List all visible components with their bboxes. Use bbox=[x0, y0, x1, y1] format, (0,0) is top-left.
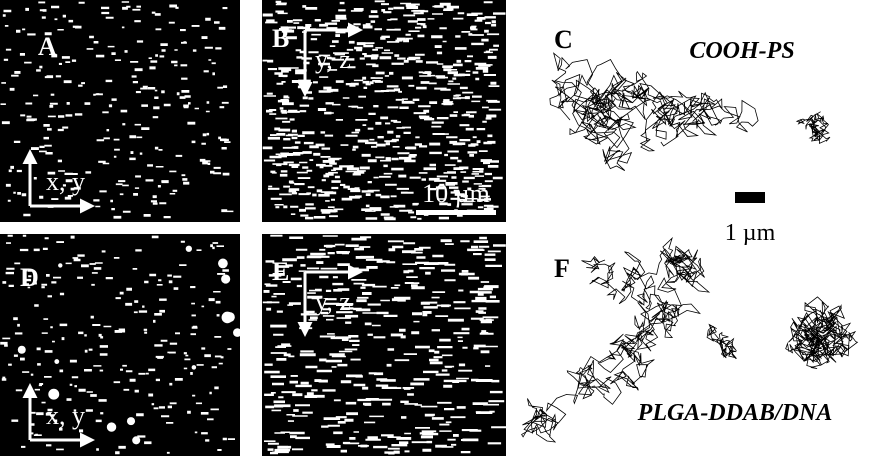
panel-label: B bbox=[272, 24, 289, 53]
trajectory bbox=[797, 112, 830, 144]
particle bbox=[192, 365, 197, 370]
particle bbox=[132, 436, 140, 444]
trajectory bbox=[550, 53, 758, 170]
particle bbox=[107, 422, 116, 431]
trajectory bbox=[786, 297, 858, 369]
panel-title: COOH-PS bbox=[689, 38, 794, 64]
particle bbox=[48, 389, 59, 400]
particle bbox=[54, 359, 59, 364]
panel-a-image bbox=[0, 0, 240, 222]
trajectories bbox=[522, 53, 858, 442]
scale-label: 10 µm bbox=[422, 179, 490, 208]
scale-bar bbox=[735, 192, 765, 203]
particle bbox=[127, 417, 135, 425]
panel-label: D bbox=[20, 263, 39, 292]
particle bbox=[218, 259, 228, 269]
scale-bar bbox=[416, 210, 496, 215]
particle bbox=[186, 246, 192, 252]
scale-label: 1 µm bbox=[725, 220, 776, 246]
panel-title: PLGA-DDAB/DNA bbox=[637, 400, 833, 426]
axis-label: y, z bbox=[315, 45, 351, 74]
panel-label: E bbox=[272, 257, 289, 286]
figure: A B C D E F x, y y, z x, y y, z 10 µm CO… bbox=[0, 0, 875, 456]
panel-label: A bbox=[38, 32, 57, 61]
axis-label: y, z bbox=[315, 287, 351, 316]
particle bbox=[225, 312, 235, 322]
particle bbox=[58, 263, 62, 267]
particle bbox=[221, 274, 230, 283]
axis-label: x, y bbox=[46, 401, 85, 430]
trajectory bbox=[707, 325, 736, 359]
panel-label: F bbox=[554, 254, 570, 283]
axis-label: x, y bbox=[46, 167, 85, 196]
panel-e-image bbox=[262, 234, 506, 456]
particle bbox=[18, 346, 26, 354]
particle bbox=[233, 328, 242, 337]
panel-label: C bbox=[554, 25, 573, 54]
